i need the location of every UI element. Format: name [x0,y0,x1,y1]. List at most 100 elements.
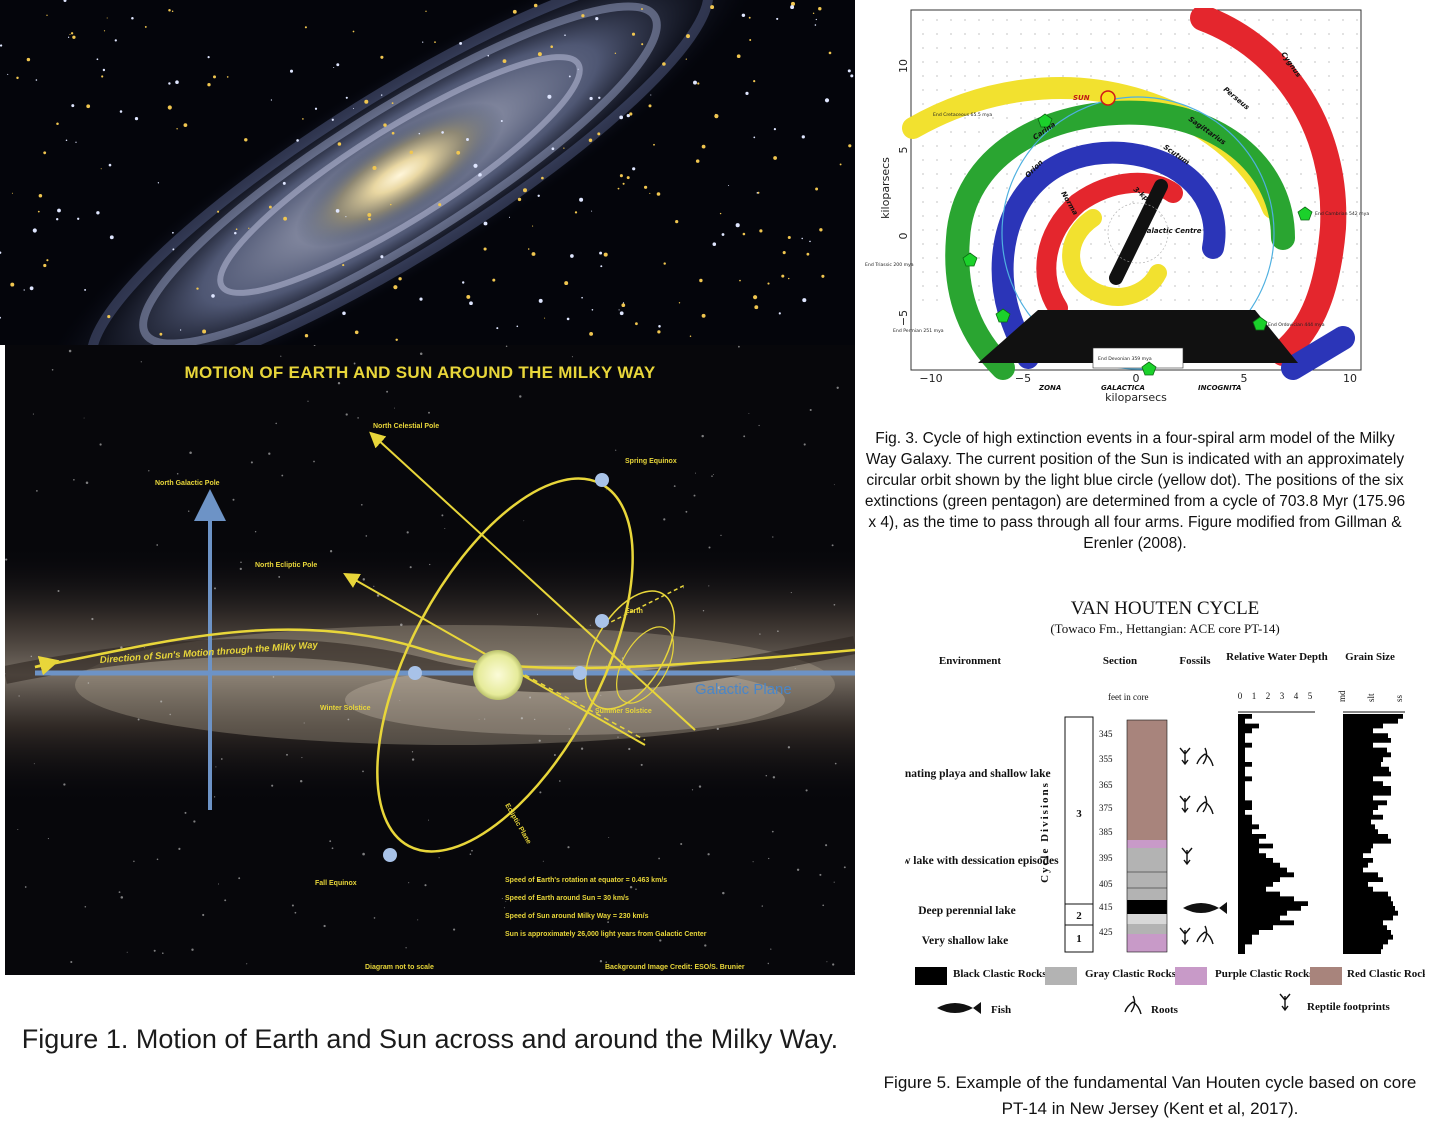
extinction-pentagon [1037,113,1053,128]
star [153,949,156,952]
grid-dot [936,257,938,259]
grid-dot [1090,33,1092,35]
star [65,139,68,142]
star [238,877,241,880]
zone-label: INCOGNITA [1198,384,1241,392]
star [768,857,770,860]
star [417,919,419,921]
star [63,783,66,786]
star [393,285,398,290]
star [144,25,147,28]
grid-dot [1104,61,1106,63]
grid-dot [1300,173,1302,175]
grid-dot [1104,47,1106,49]
star [607,921,609,923]
grid-dot [978,299,980,301]
legend-swatch [1175,967,1207,985]
grid-dot [1076,61,1078,63]
grid-dot [1076,75,1078,77]
star [126,951,128,953]
star [345,413,348,416]
star [36,490,38,492]
grid-dot [1244,299,1246,301]
star [614,52,617,54]
grid-dot [1188,61,1190,63]
grid-dot [1188,47,1190,49]
grid-dot [1272,257,1274,259]
star [211,294,215,298]
grid-dot [1034,33,1036,35]
grid-dot [1160,33,1162,35]
extinction-note: End Ordovician 444 mya [1268,322,1325,328]
grid-dot [1146,131,1148,133]
grid-dot [1062,19,1064,21]
star [542,860,544,862]
star [721,233,725,236]
star [698,785,702,788]
star [505,901,507,903]
star [777,630,779,633]
sun-label: SUN [1073,94,1090,102]
star [235,228,238,230]
grid-dot [1174,215,1176,217]
star [33,763,35,765]
grid-dot [992,61,994,63]
grid-dot [978,117,980,119]
star [189,451,192,454]
star [411,758,415,761]
grid-dot [1132,61,1134,63]
division-label: 1 [1076,933,1082,945]
grid-dot [1202,47,1204,49]
grid-dot [1160,19,1162,21]
star [631,32,636,36]
star [281,474,284,477]
star [428,819,429,821]
star [691,789,694,791]
grid-dot [1328,19,1330,21]
grid-dot [1034,117,1036,119]
grid-dot [1034,159,1036,161]
arm-red-inner [1036,172,1183,318]
star [738,345,740,348]
star [75,141,77,143]
star [120,646,123,649]
star [233,370,236,373]
grid-dot [1034,75,1036,77]
star [519,395,522,398]
star [342,264,345,267]
grid-dot [922,229,924,231]
star [802,298,807,303]
grid-dot [1118,131,1120,133]
grid-dot [1356,159,1358,161]
grid-dot [1132,75,1134,77]
grid-dot [1006,187,1008,189]
grid-dot [922,285,924,287]
grid-dot [1216,173,1218,175]
grid-dot [1216,103,1218,105]
extinction-note: End Cretaceous 65.5 mya [933,112,992,118]
grid-dot [1174,229,1176,231]
grid-dot [1048,187,1050,189]
star [536,613,539,615]
star [591,210,593,212]
grid-dot [1258,243,1260,245]
grid-dot [1342,47,1344,49]
grid-dot [1258,75,1260,77]
grid-dot [1020,75,1022,77]
water-tick: 1 [1252,691,1257,701]
star [169,713,171,716]
star [17,829,19,830]
star [796,868,800,871]
star [748,16,751,19]
grid-dot [1314,173,1316,175]
grid-dot [1104,33,1106,35]
star [833,484,835,486]
star [441,131,444,134]
grid-dot [1202,33,1204,35]
star [280,355,282,357]
star [171,10,174,12]
grid-dot [1160,215,1162,217]
grid-dot [936,61,938,63]
star [87,682,90,684]
star [520,717,524,720]
